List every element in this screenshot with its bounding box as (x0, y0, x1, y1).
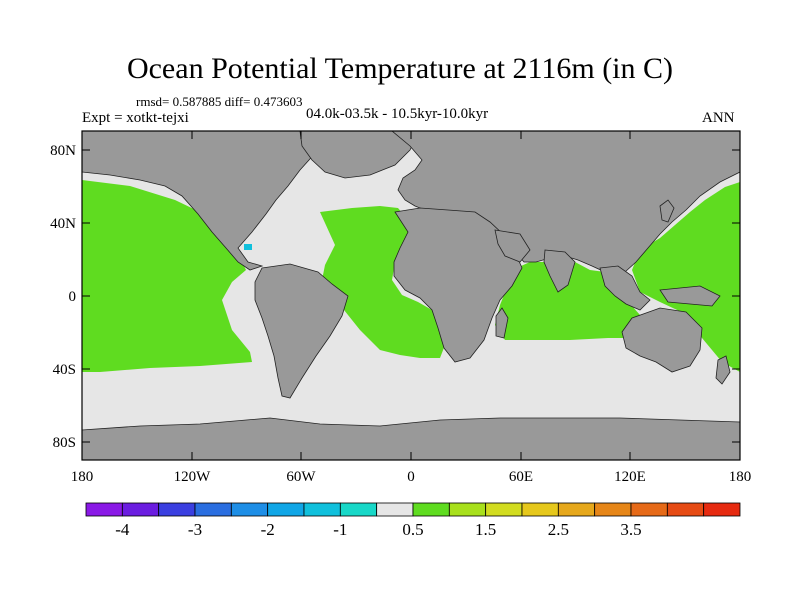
colorbar-label: 3.5 (620, 520, 641, 539)
map-title: Ocean Potential Temperature at 2116m (in… (126, 52, 674, 85)
colorbar-swatch (666, 502, 705, 517)
lon-tick-label: 120E (614, 469, 646, 485)
lat-tick-marks (82, 149, 740, 443)
colorbar-swatch (703, 502, 741, 517)
colorbar-swatch (230, 502, 269, 517)
lon-tick-label: 120W (174, 469, 212, 485)
colorbar-swatch (339, 502, 378, 517)
lon-tick-label: 60W (286, 469, 316, 485)
colorbar-swatch (448, 502, 487, 517)
colorbar-label: 0.5 (402, 520, 423, 539)
lat-tick-label: 80S (53, 435, 76, 451)
period-label: 04.0k-03.5k - 10.5kyr-10.0kyr (306, 106, 489, 122)
colorbar-swatch (630, 502, 668, 517)
colorbar (85, 502, 741, 517)
colorbar-swatch (194, 502, 232, 517)
colorbar-labels: -4 -3 -2 -1 0.5 1.5 2.5 3.5 (115, 520, 641, 539)
colorbar-swatch (158, 502, 196, 517)
lon-tick-label: 180 (71, 469, 94, 485)
lat-tick-label: 40S (53, 362, 76, 378)
colorbar-swatch (485, 502, 523, 517)
colorbar-swatch (303, 502, 341, 517)
colorbar-swatch (557, 502, 596, 517)
colorbar-label: 1.5 (475, 520, 496, 539)
season-label: ANN (702, 110, 735, 126)
lat-tick-label: 40N (50, 216, 76, 232)
stats-text: rmsd= 0.587885 diff= 0.473603 (136, 94, 303, 109)
experiment-label: Expt = xotkt-tejxi (82, 110, 189, 126)
colorbar-swatch (412, 502, 450, 517)
lat-tick-label: 0 (69, 289, 77, 305)
anomaly-spot-caribbean (244, 244, 252, 250)
colorbar-swatch (121, 502, 160, 517)
lon-tick-label: 60E (509, 469, 533, 485)
lat-tick-label: 80N (50, 143, 76, 159)
lon-tick-marks (81, 131, 741, 460)
colorbar-swatch (594, 502, 632, 517)
colorbar-swatch (267, 502, 305, 517)
colorbar-label: -1 (333, 520, 347, 539)
land-masses (82, 131, 740, 460)
lon-tick-label: 0 (407, 469, 415, 485)
colorbar-label: -3 (188, 520, 202, 539)
colorbar-label: -2 (261, 520, 275, 539)
colorbar-label: -4 (115, 520, 130, 539)
colorbar-swatch (376, 502, 414, 517)
lon-tick-label: 180 (729, 469, 752, 485)
colorbar-label: 2.5 (548, 520, 569, 539)
map-area (82, 131, 740, 460)
colorbar-swatch (521, 502, 559, 517)
colorbar-swatch (85, 502, 123, 517)
